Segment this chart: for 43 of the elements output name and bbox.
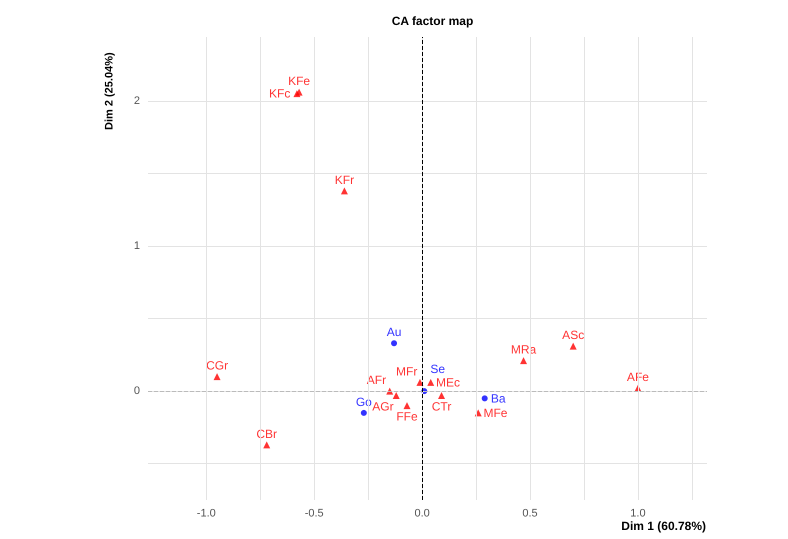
point bbox=[482, 395, 488, 402]
x-tick-label: 1.0 bbox=[630, 508, 646, 520]
chart-title: CA factor map bbox=[392, 14, 474, 28]
data-label: AGr bbox=[372, 400, 394, 414]
data-label: Go bbox=[356, 394, 372, 409]
x-tick-label: 0.5 bbox=[522, 508, 538, 520]
point bbox=[391, 340, 398, 346]
point bbox=[263, 441, 270, 448]
point bbox=[427, 378, 434, 386]
data-label: CGr bbox=[206, 358, 228, 373]
y-tick-label: 0 bbox=[134, 385, 140, 398]
data-label: KFr bbox=[334, 172, 354, 187]
y-tick-label: 1 bbox=[134, 240, 140, 252]
point bbox=[214, 373, 221, 380]
x-tick-label: 0.0 bbox=[414, 508, 430, 520]
point bbox=[438, 392, 446, 399]
point bbox=[403, 402, 410, 410]
point bbox=[570, 342, 577, 350]
data-label: KFc bbox=[269, 86, 290, 101]
data-label: MFe bbox=[483, 406, 508, 420]
data-label: Se bbox=[430, 362, 446, 376]
point bbox=[392, 392, 400, 399]
data-label: MRa bbox=[510, 342, 537, 357]
x-axis-title: Dim 1 (60.78%) bbox=[621, 519, 706, 533]
data-label: FFe bbox=[396, 410, 418, 424]
data-label: CTr bbox=[432, 400, 452, 414]
x-tick-label: -0.5 bbox=[304, 508, 324, 520]
data-label: MFr bbox=[396, 364, 418, 378]
y-axis-title: Dim 2 (25.04%) bbox=[104, 52, 116, 130]
point bbox=[293, 90, 300, 98]
data-label: Au bbox=[386, 325, 402, 340]
point bbox=[340, 187, 348, 194]
data-label: MEc bbox=[436, 375, 460, 390]
data-label: KFe bbox=[288, 74, 310, 88]
data-label: ASc bbox=[562, 328, 584, 342]
x-tick-label: -1.0 bbox=[196, 508, 216, 520]
point bbox=[416, 378, 424, 386]
data-label: CBr bbox=[256, 426, 278, 441]
data-label: AFe bbox=[626, 370, 650, 384]
point bbox=[360, 410, 367, 416]
y-tick-label: 2 bbox=[134, 94, 140, 107]
point bbox=[520, 357, 528, 364]
data-label: Ba bbox=[490, 391, 506, 406]
